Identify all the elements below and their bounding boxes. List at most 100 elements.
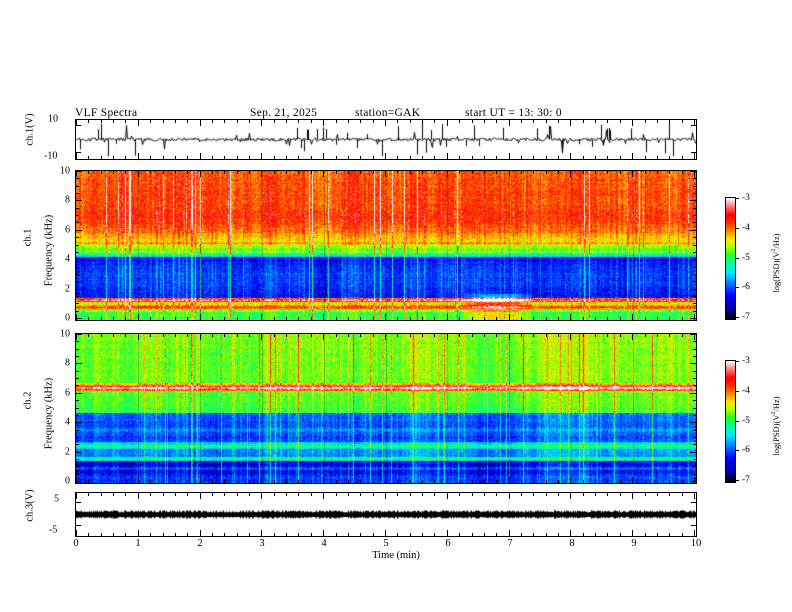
axis-tick [298, 480, 299, 483]
header-date: Sep. 21, 2025 [250, 107, 318, 119]
axis-tick [422, 120, 423, 123]
axis-tick [496, 480, 497, 483]
axis-tick [558, 171, 559, 174]
axis-tick [657, 533, 658, 536]
axis-tick [76, 200, 82, 201]
axis-tick [212, 334, 213, 337]
axis-tick [691, 125, 696, 126]
axis-tick [311, 493, 312, 496]
axis-tick [570, 120, 571, 126]
axis-tick [138, 153, 139, 159]
axis-tick [125, 334, 126, 337]
time-tick-label: 10 [690, 538, 702, 549]
axis-tick [533, 334, 534, 337]
axis-tick [385, 334, 386, 340]
axis-tick [434, 334, 435, 337]
axis-tick [410, 317, 411, 320]
axis-tick [447, 477, 448, 483]
axis-tick [509, 120, 510, 126]
axis-tick [125, 171, 126, 174]
axis-tick [657, 480, 658, 483]
axis-tick [175, 156, 176, 159]
axis-tick [200, 530, 201, 536]
axis-tick [261, 171, 262, 177]
axis-tick [607, 120, 608, 123]
axis-tick [496, 171, 497, 174]
axis-tick [76, 274, 79, 275]
ch2-spec-axis-caption: Frequency (kHz) [43, 377, 55, 450]
axis-tick [690, 363, 696, 364]
axis-tick [249, 156, 250, 159]
axis-tick [274, 171, 275, 174]
axis-tick [484, 493, 485, 496]
axis-tick [583, 480, 584, 483]
axis-tick [261, 493, 262, 499]
axis-tick [200, 314, 201, 320]
axis-tick [187, 171, 188, 174]
axis-tick [150, 120, 151, 123]
axis-tick [138, 530, 139, 536]
freq-tick-label: 4 [65, 416, 70, 428]
axis-tick [472, 317, 473, 320]
axis-tick [76, 120, 77, 126]
axis-tick [693, 222, 696, 223]
axis-tick [237, 120, 238, 123]
colorbar-tick-label: -5 [742, 416, 750, 426]
axis-tick [558, 156, 559, 159]
axis-tick [693, 215, 696, 216]
axis-tick [298, 317, 299, 320]
axis-tick [434, 533, 435, 536]
axis-tick [693, 430, 696, 431]
axis-tick [385, 477, 386, 483]
axis-tick [521, 334, 522, 337]
axis-tick [298, 120, 299, 123]
x-axis-label: Time (min) [372, 550, 420, 561]
header-station: station=GAK [355, 107, 421, 119]
colorbar-tick [735, 317, 739, 318]
axis-tick [76, 334, 82, 335]
axis-tick [693, 193, 696, 194]
axis-tick [422, 533, 423, 536]
axis-tick [76, 493, 77, 499]
axis-tick [200, 153, 201, 159]
axis-tick [274, 480, 275, 483]
axis-tick [113, 171, 114, 174]
axis-tick [595, 317, 596, 320]
axis-tick [298, 493, 299, 496]
axis-tick [76, 296, 79, 297]
axis-tick [150, 156, 151, 159]
axis-tick [496, 533, 497, 536]
axis-tick [509, 530, 510, 536]
axis-tick [690, 393, 696, 394]
axis-tick [175, 533, 176, 536]
axis-tick [298, 171, 299, 174]
axis-tick [76, 415, 79, 416]
ch3-ytick-neg: -5 [49, 524, 58, 536]
axis-tick [484, 156, 485, 159]
axis-tick [693, 474, 696, 475]
axis-tick [175, 317, 176, 320]
axis-tick [410, 156, 411, 159]
axis-tick [496, 493, 497, 496]
axis-tick [397, 156, 398, 159]
axis-tick [274, 317, 275, 320]
axis-tick [323, 171, 324, 177]
axis-tick [125, 120, 126, 123]
axis-tick [509, 477, 510, 483]
freq-tick-label: 10 [60, 328, 70, 340]
axis-tick [323, 530, 324, 536]
axis-tick [101, 334, 102, 337]
axis-tick [558, 493, 559, 496]
axis-tick [693, 341, 696, 342]
ch1-ytick-pos: 10 [48, 113, 58, 125]
axis-tick [76, 178, 79, 179]
axis-tick [682, 317, 683, 320]
axis-tick [274, 120, 275, 123]
axis-tick [336, 120, 337, 123]
axis-tick [632, 334, 633, 340]
axis-tick [459, 120, 460, 123]
axis-tick [447, 530, 448, 536]
axis-tick [76, 259, 82, 260]
axis-tick [360, 317, 361, 320]
axis-tick [76, 378, 79, 379]
